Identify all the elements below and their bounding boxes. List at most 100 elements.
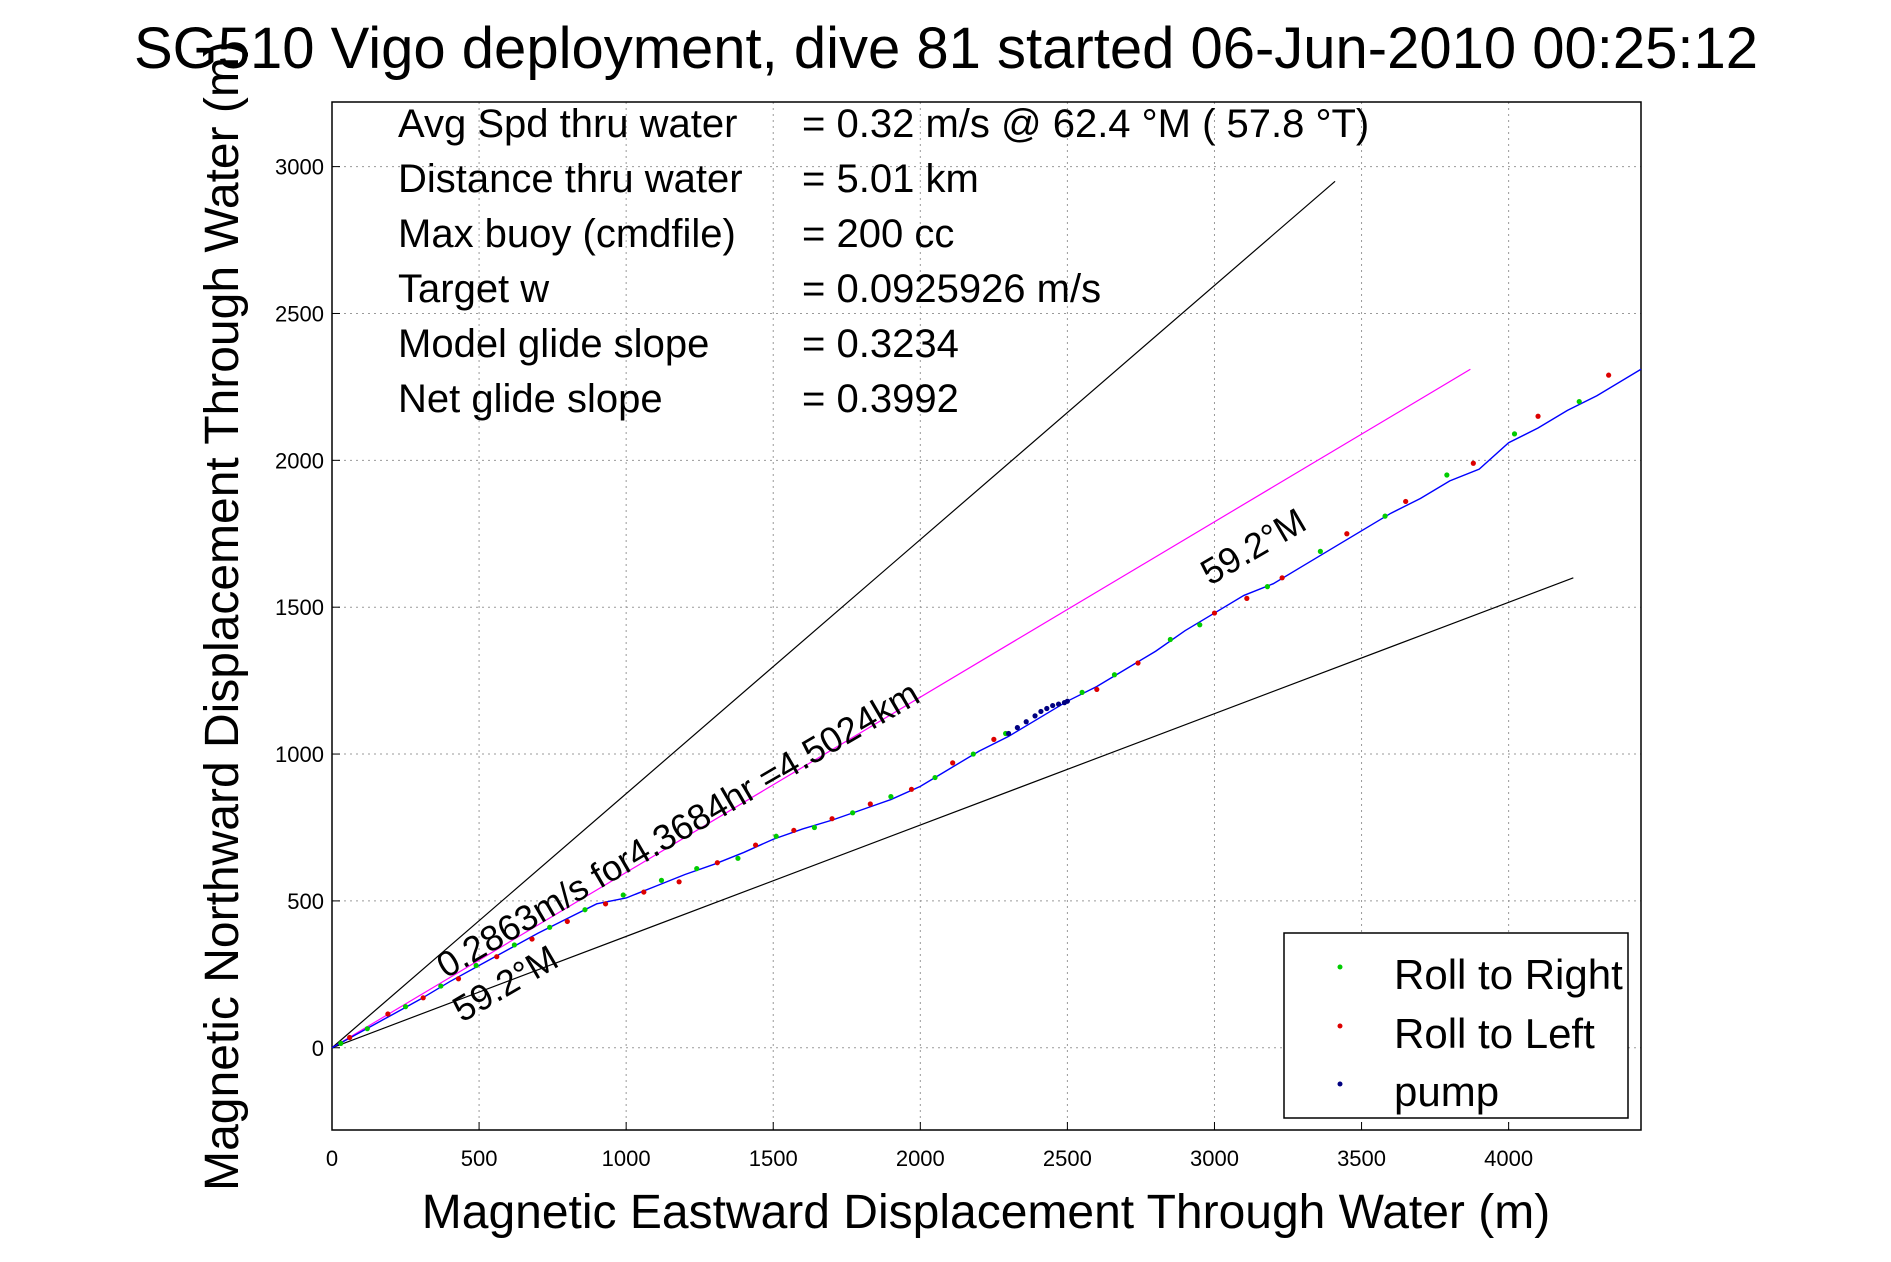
marker-point bbox=[1606, 372, 1612, 378]
y-tick-label: 0 bbox=[312, 1036, 324, 1061]
x-tick-label: 3000 bbox=[1190, 1146, 1239, 1171]
marker-point bbox=[641, 889, 647, 895]
marker-point bbox=[420, 995, 426, 1001]
marker-point bbox=[950, 760, 956, 766]
legend-label-roll-left: Roll to Left bbox=[1394, 1010, 1595, 1057]
marker-point bbox=[1135, 660, 1141, 666]
marker-point bbox=[829, 816, 835, 822]
y-tick-label: 1500 bbox=[275, 595, 324, 620]
marker-point bbox=[1014, 725, 1020, 731]
stat-label: Net glide slope bbox=[398, 377, 663, 421]
marker-point bbox=[970, 751, 976, 757]
stat-label: Max buoy (cmdfile) bbox=[398, 212, 736, 256]
x-tick-label: 500 bbox=[461, 1146, 498, 1171]
reference-line bbox=[331, 577, 1574, 1049]
marker-point bbox=[752, 842, 759, 848]
marker-point bbox=[1403, 498, 1409, 505]
x-tick-label: 0 bbox=[326, 1146, 338, 1171]
marker-point bbox=[1064, 698, 1070, 704]
marker-point bbox=[602, 901, 609, 907]
course-line-label: 0.2863m/s for4.3684hr =4.5024km bbox=[429, 672, 926, 986]
marker-point bbox=[1055, 701, 1062, 707]
legend-marker-pump bbox=[1337, 1081, 1343, 1087]
marker-point bbox=[564, 918, 570, 925]
axis-ticks: 0 500 1000 1500 2000 2500 3000 3500 4000 0 500 1000… bbox=[275, 155, 1533, 1171]
stat-label: Avg Spd thru water bbox=[398, 102, 737, 146]
marker-point bbox=[438, 983, 444, 989]
y-tick-label: 2500 bbox=[275, 301, 324, 326]
marker-point bbox=[932, 774, 938, 781]
stat-value: = 5.01 km bbox=[802, 157, 979, 201]
y-axis-label: Magnetic Northward Displacement Through … bbox=[196, 41, 249, 1191]
marker-point bbox=[620, 892, 626, 898]
stat-label: Distance thru water bbox=[398, 157, 743, 201]
marker-point bbox=[1535, 413, 1541, 419]
gridlines bbox=[331, 102, 1641, 1130]
stat-value: = 0.3992 bbox=[802, 377, 959, 421]
stats-block: Avg Spd thru water = 0.32 m/s @ 62.4 °M … bbox=[398, 102, 1369, 421]
marker-point bbox=[455, 976, 462, 982]
marker-point bbox=[1279, 575, 1285, 581]
x-tick-label: 1500 bbox=[749, 1146, 798, 1171]
y-tick-label: 2000 bbox=[275, 448, 324, 473]
marker-point bbox=[529, 936, 535, 942]
marker-point bbox=[547, 924, 553, 930]
legend-label-roll-right: Roll to Right bbox=[1394, 951, 1623, 998]
y-tick-label: 3000 bbox=[275, 155, 324, 180]
x-tick-label: 2500 bbox=[1043, 1146, 1092, 1171]
marker-point bbox=[773, 833, 779, 839]
marker-point bbox=[1264, 584, 1271, 590]
legend: Roll to Right Roll to Left pump bbox=[1283, 932, 1629, 1119]
marker-point bbox=[338, 1040, 344, 1046]
marker-point bbox=[714, 860, 720, 866]
marker-point bbox=[582, 907, 588, 913]
reference-line bbox=[331, 180, 1336, 1049]
stat-label: Model glide slope bbox=[398, 322, 709, 366]
upper-heading-label: 59.2°M bbox=[1193, 500, 1313, 593]
marker-point bbox=[908, 786, 915, 792]
marker-point bbox=[1032, 713, 1038, 719]
marker-point bbox=[1344, 531, 1350, 537]
marker-point bbox=[1038, 708, 1044, 715]
plot-frame bbox=[331, 101, 1642, 1131]
marker-point bbox=[1511, 431, 1518, 437]
x-tick-label: 3500 bbox=[1337, 1146, 1386, 1171]
marker-point bbox=[402, 1004, 409, 1010]
marker-point bbox=[1044, 705, 1050, 712]
marker-point bbox=[1470, 460, 1476, 466]
reference-lines bbox=[331, 180, 1574, 1049]
marker-point bbox=[1094, 686, 1100, 693]
marker-point bbox=[385, 1011, 391, 1017]
marker-point bbox=[991, 736, 997, 742]
stat-value: = 0.0925926 m/s bbox=[802, 267, 1101, 311]
reference-line bbox=[331, 368, 1471, 1049]
stat-value: = 0.3234 bbox=[802, 322, 959, 366]
marker-point bbox=[1197, 622, 1203, 628]
y-tick-label: 500 bbox=[287, 889, 324, 914]
marker-point bbox=[1444, 472, 1450, 478]
marker-point bbox=[1382, 513, 1388, 519]
marker-point bbox=[1111, 672, 1118, 678]
marker-points bbox=[338, 372, 1612, 1046]
marker-point bbox=[1211, 610, 1218, 616]
marker-point bbox=[1050, 702, 1056, 709]
chart-title: SG510 Vigo deployment, dive 81 started 0… bbox=[134, 16, 1758, 81]
marker-point bbox=[1023, 719, 1029, 725]
marker-point bbox=[1167, 636, 1173, 643]
x-axis-label: Magnetic Eastward Displacement Through W… bbox=[422, 1186, 1550, 1239]
marker-point bbox=[850, 810, 856, 816]
x-tick-label: 1000 bbox=[602, 1146, 651, 1171]
marker-point bbox=[811, 824, 818, 831]
y-tick-label: 1000 bbox=[275, 742, 324, 767]
marker-point bbox=[494, 954, 500, 960]
marker-point bbox=[1317, 548, 1323, 554]
marker-point bbox=[1079, 689, 1085, 695]
marker-point bbox=[735, 855, 741, 861]
marker-point bbox=[791, 827, 797, 834]
marker-point bbox=[1005, 730, 1012, 737]
x-tick-label: 2000 bbox=[896, 1146, 945, 1171]
stat-value: = 0.32 m/s @ 62.4 °M ( 57.8 °T) bbox=[802, 102, 1369, 146]
marker-point bbox=[1244, 595, 1250, 601]
marker-point bbox=[888, 794, 894, 800]
